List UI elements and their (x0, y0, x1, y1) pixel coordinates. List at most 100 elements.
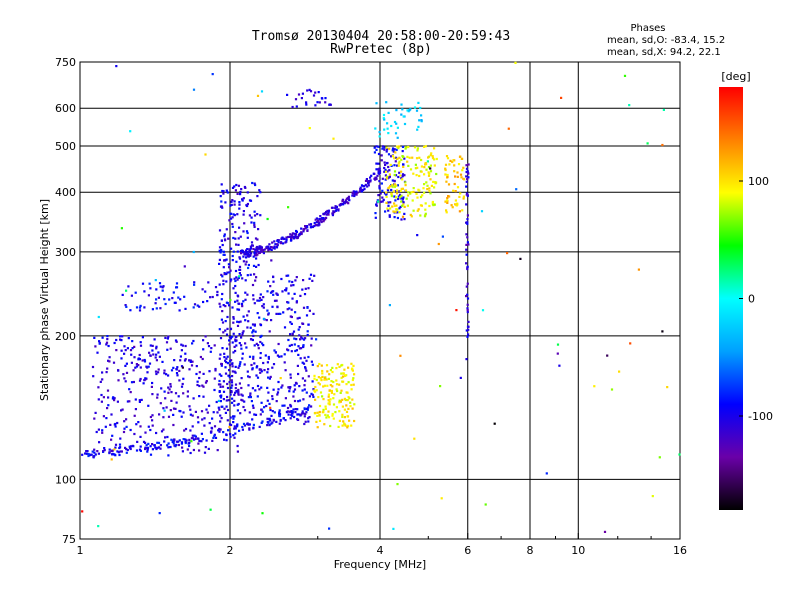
data-point (237, 391, 240, 394)
data-point (236, 213, 239, 216)
data-point (222, 304, 225, 307)
data-point (104, 425, 107, 428)
data-point (465, 233, 468, 236)
data-point (285, 274, 288, 277)
data-point (180, 349, 183, 352)
data-point (225, 272, 228, 276)
data-point (93, 451, 96, 454)
data-point (236, 324, 240, 327)
data-point (214, 286, 218, 289)
data-point (298, 326, 301, 329)
data-point (234, 300, 237, 303)
data-point (139, 304, 142, 307)
data-point (125, 418, 128, 421)
data-point (125, 305, 128, 308)
data-point (335, 383, 339, 386)
data-point (251, 367, 254, 370)
data-point (261, 420, 264, 423)
data-point (291, 280, 294, 284)
data-point (145, 365, 148, 368)
data-point (136, 440, 139, 443)
data-point (390, 155, 393, 158)
data-point (415, 174, 418, 177)
data-point (283, 237, 286, 241)
data-point (322, 385, 325, 388)
data-point (269, 406, 272, 409)
data-point (305, 407, 308, 411)
data-point (222, 331, 225, 334)
data-point (292, 284, 295, 287)
y-tick-label: 500 (55, 140, 76, 153)
data-point (340, 372, 343, 375)
data-point (390, 192, 393, 195)
data-point (387, 111, 390, 114)
data-point (311, 363, 314, 366)
data-point (326, 370, 329, 373)
data-point (250, 247, 253, 250)
data-point (342, 420, 345, 423)
data-point (435, 172, 438, 176)
data-point (164, 397, 167, 400)
data-point (309, 223, 313, 226)
data-point (272, 275, 275, 278)
data-point (305, 103, 308, 106)
data-point (183, 359, 187, 362)
data-point (420, 114, 423, 117)
data-point (401, 173, 405, 176)
data-point (335, 379, 338, 382)
data-point (377, 200, 380, 203)
data-point (431, 203, 434, 206)
data-point (302, 230, 305, 233)
data-point (155, 345, 158, 348)
data-point (129, 428, 132, 432)
data-point (290, 322, 293, 325)
data-point (190, 440, 193, 443)
data-point (297, 353, 300, 356)
data-point (341, 398, 344, 401)
data-point (610, 388, 614, 391)
data-point (305, 359, 308, 362)
data-point (220, 394, 223, 397)
data-point (375, 102, 378, 105)
data-point (362, 188, 365, 192)
data-point (377, 145, 380, 148)
data-point (266, 386, 269, 389)
data-point (134, 398, 137, 401)
data-point (415, 157, 419, 160)
data-point (95, 430, 98, 434)
data-point (231, 375, 234, 378)
data-point (301, 92, 304, 95)
data-point (465, 167, 469, 170)
data-point (170, 391, 173, 394)
data-point (205, 380, 208, 383)
data-point (271, 366, 274, 369)
data-point (241, 305, 244, 308)
data-point (238, 226, 241, 229)
data-point (293, 292, 296, 295)
data-point (235, 344, 238, 347)
data-point (129, 349, 133, 352)
data-point (304, 287, 307, 290)
data-point (461, 169, 464, 172)
data-point (165, 373, 168, 376)
data-point (129, 130, 132, 133)
data-point (236, 423, 239, 426)
data-point (137, 364, 140, 367)
data-point (97, 452, 100, 455)
data-point (175, 286, 179, 289)
data-point (398, 207, 401, 210)
data-point (384, 170, 388, 173)
data-point (105, 343, 108, 346)
data-point (175, 401, 178, 404)
data-point (402, 163, 405, 166)
data-point (238, 257, 242, 260)
data-point (279, 418, 282, 422)
data-point (291, 333, 294, 336)
data-point (455, 309, 458, 312)
data-point (466, 194, 469, 197)
data-point (113, 397, 116, 400)
data-point (465, 164, 468, 167)
data-point (236, 192, 239, 195)
data-point (119, 437, 122, 440)
data-point (230, 359, 233, 362)
